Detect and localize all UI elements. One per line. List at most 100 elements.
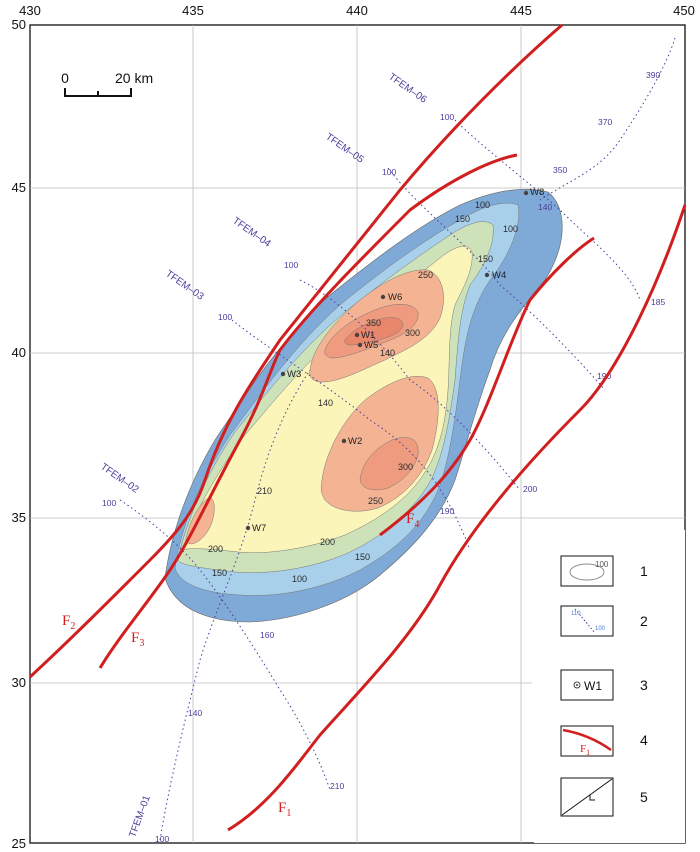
survey-profiles	[119, 37, 676, 841]
svg-text:W1: W1	[361, 330, 375, 341]
svg-text:100: 100	[595, 560, 609, 569]
profile-value: 350	[553, 165, 567, 175]
profile-value: 100	[440, 112, 454, 122]
contour-label: 150	[478, 254, 493, 264]
legend-item-4: F1 4	[560, 725, 648, 757]
scale-start: 0	[61, 70, 69, 86]
contour-label: 300	[398, 462, 413, 472]
legend: 100 1 110 100 2 W1 3 F1 4 5	[534, 530, 685, 843]
fault-label-f2: F2	[62, 613, 75, 632]
legend-item-3: W1 3	[560, 669, 648, 701]
y-tick: 25	[12, 836, 26, 851]
contour-label: 200	[208, 544, 223, 554]
svg-text:W8: W8	[530, 187, 544, 198]
legend-item-2: 110 100 2	[560, 605, 648, 637]
y-tick: 40	[12, 345, 26, 360]
profile-value: 100	[218, 312, 232, 322]
x-tick: 445	[510, 3, 532, 18]
profile-value: 370	[598, 117, 612, 127]
svg-text:1: 1	[640, 563, 648, 579]
y-axis-ticks: 50 45 40 35 30 25	[12, 17, 26, 851]
svg-text:W3: W3	[287, 369, 301, 380]
svg-text:5: 5	[640, 789, 648, 805]
profile-value: 100	[382, 167, 396, 177]
fault-label-f1: F1	[278, 800, 291, 819]
well-w1: W1	[354, 330, 375, 341]
svg-text:3: 3	[640, 677, 648, 693]
svg-text:F1: F1	[580, 743, 590, 757]
x-axis-ticks: 430 435 440 445 450	[19, 3, 695, 18]
faults	[28, 23, 687, 832]
fault-label-f4: F4	[406, 511, 419, 530]
legend-item-5: 5	[560, 777, 648, 817]
svg-text:W6: W6	[388, 292, 402, 303]
profile-value: 200	[523, 484, 537, 494]
x-tick: 440	[346, 3, 368, 18]
svg-text:110: 110	[571, 611, 581, 617]
contour-label: 100	[475, 200, 490, 210]
profile-value: 100	[102, 498, 116, 508]
band-250b	[320, 376, 439, 512]
contour-label: 140	[318, 398, 333, 408]
svg-text:100: 100	[595, 626, 606, 632]
fault-label-f3: F3	[131, 630, 144, 649]
scale-bar: 0 20 km	[61, 70, 153, 97]
svg-text:W7: W7	[252, 523, 266, 534]
well-w4: W4	[484, 270, 506, 281]
well-w3: W3	[280, 369, 301, 380]
svg-text:4: 4	[640, 732, 648, 748]
x-tick: 435	[182, 3, 204, 18]
profile-value: 140	[538, 202, 552, 212]
profile-value: 210	[330, 781, 344, 791]
svg-text:W5: W5	[364, 340, 378, 351]
band-350	[344, 317, 403, 346]
contour-label: 200	[320, 537, 335, 547]
contour-label: 100	[503, 224, 518, 234]
profile-value: 140	[188, 708, 202, 718]
x-tick: 450	[673, 3, 695, 18]
y-tick: 35	[12, 510, 26, 525]
profile-value: 160	[260, 630, 274, 640]
contour-label: 150	[212, 568, 227, 578]
fault-f3	[98, 153, 518, 669]
contour-label: 210	[257, 486, 272, 496]
fault-f4	[379, 236, 595, 537]
well-w7: W7	[245, 523, 266, 534]
contour-label: 300	[405, 328, 420, 338]
fault-f1	[227, 204, 687, 832]
profile-value: 190	[440, 506, 454, 516]
well-w5: W5	[357, 340, 378, 351]
svg-text:W4: W4	[492, 270, 506, 281]
profile-value: 185	[651, 297, 665, 307]
contour-label: 150	[455, 214, 470, 224]
contour-bands	[164, 188, 563, 623]
fault-labels: F1 F2 F3 F4	[62, 511, 419, 819]
contour-label: 150	[355, 552, 370, 562]
y-tick: 45	[12, 180, 26, 195]
svg-text:2: 2	[640, 613, 648, 629]
contour-labels: 100 150 250 350 300 140 140 150 210 200 …	[208, 200, 518, 584]
contour-label: 140	[380, 348, 395, 358]
fault-f2	[28, 23, 563, 679]
y-tick: 50	[12, 17, 26, 32]
y-tick: 30	[12, 675, 26, 690]
scale-end: 20 km	[115, 70, 153, 86]
profile-values: 100 350 370 390 100 140 185 100 190 100 …	[102, 70, 665, 844]
contour-label: 250	[368, 496, 383, 506]
profile-value: 190	[597, 371, 611, 381]
well-w2: W2	[341, 436, 362, 447]
profile-value: 390	[646, 70, 660, 80]
contour-label: 250	[418, 270, 433, 280]
x-tick: 430	[19, 3, 41, 18]
well-w8: W8	[523, 187, 544, 198]
svg-text:W2: W2	[348, 436, 362, 447]
contour-label: 100	[292, 574, 307, 584]
well-w6: W6	[380, 292, 402, 303]
svg-text:W1: W1	[584, 679, 602, 693]
contour-label: 350	[366, 318, 381, 328]
legend-item-1: 100 1	[560, 555, 648, 587]
profile-value: 100	[155, 834, 169, 844]
band-300b	[359, 437, 419, 491]
profile-value: 100	[284, 260, 298, 270]
